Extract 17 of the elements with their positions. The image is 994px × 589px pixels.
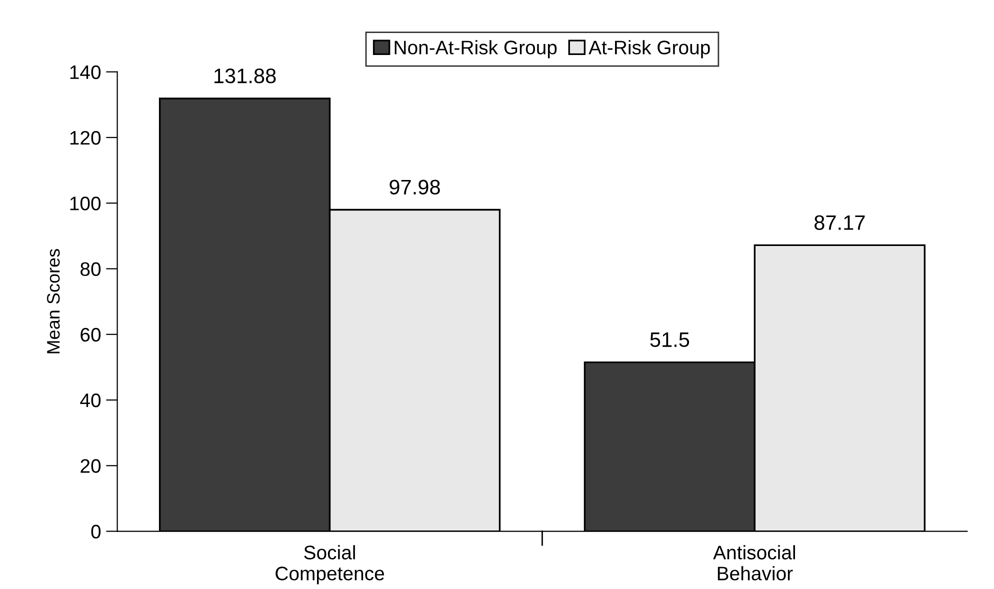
x-tick-label: Social Competence [276, 545, 384, 584]
y-tick-label: 140 [70, 65, 101, 80]
data-label: 51.5 [650, 332, 690, 348]
y-tick-label: 100 [70, 196, 101, 210]
data-label: 87.17 [814, 215, 865, 230]
y-tick-label: 60 [80, 328, 101, 342]
y-tick-label: 80 [80, 262, 101, 276]
y-tick-label: 40 [80, 393, 101, 408]
y-tick-label: 20 [80, 459, 101, 473]
legend-label: At-Risk Group [588, 40, 710, 58]
y-axis-title: Mean Scores [46, 249, 60, 354]
data-label: 131.88 [214, 68, 276, 84]
x-tick-label: Antisocial Behavior [713, 545, 796, 580]
y-tick-label: 120 [70, 130, 101, 145]
data-label: 97.98 [390, 180, 440, 195]
legend-label: Non-At-Risk Group [394, 40, 557, 58]
y-tick-label: 0 [91, 524, 101, 539]
